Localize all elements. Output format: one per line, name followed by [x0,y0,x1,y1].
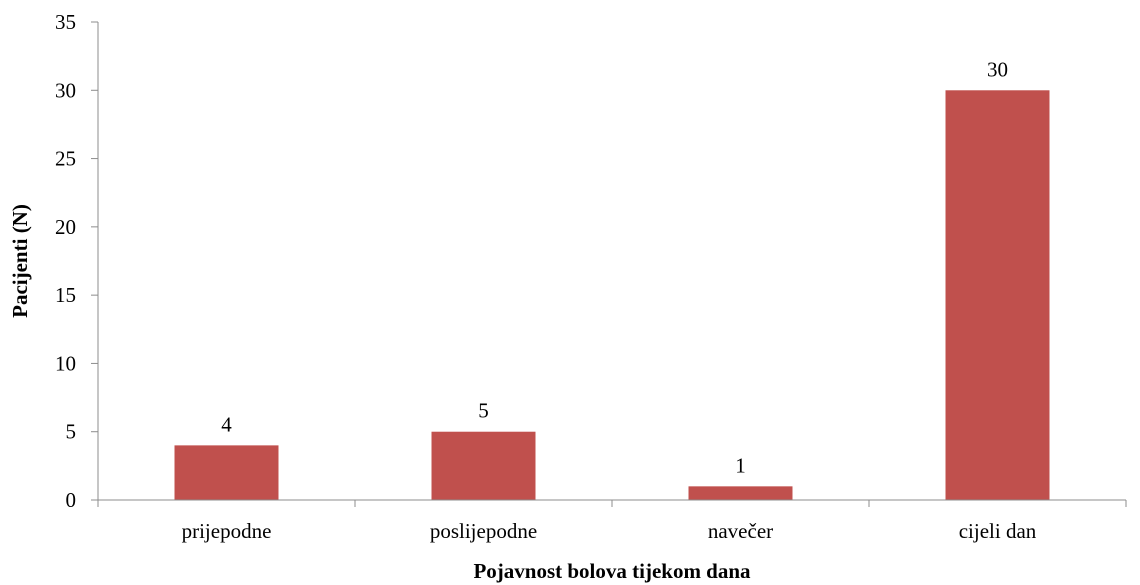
y-tick-label: 15 [55,283,76,307]
bar [945,90,1050,501]
data-label: 5 [478,399,489,423]
data-label: 1 [735,453,746,477]
bars [174,90,1050,501]
x-axis-ticks: prijepodne poslijepodne navečer cijeli dan [97,500,1127,543]
x-tick-label: cijeli dan [959,519,1037,543]
bar [688,486,793,500]
y-tick-label: 5 [66,420,77,444]
y-tick-label: 30 [55,78,76,102]
data-label: 4 [221,412,232,436]
x-tick-label: navečer [708,519,773,543]
data-labels: 4 5 1 30 [221,57,1008,477]
y-tick-label: 20 [55,215,76,239]
x-tick-label: prijepodne [182,519,272,543]
y-axis-title: Pacijenti (N) [8,204,32,318]
y-tick-label: 35 [55,10,76,34]
bar [174,445,279,500]
bar [431,431,536,500]
x-tick-label: poslijepodne [430,519,537,543]
x-axis-title: Pojavnost bolova tijekom dana [473,559,751,583]
y-tick-label: 25 [55,147,76,171]
data-label: 30 [987,57,1008,81]
y-axis-ticks: 0 5 10 15 20 25 30 35 [55,10,98,512]
y-tick-label: 10 [55,351,76,375]
y-tick-label: 0 [66,488,77,512]
